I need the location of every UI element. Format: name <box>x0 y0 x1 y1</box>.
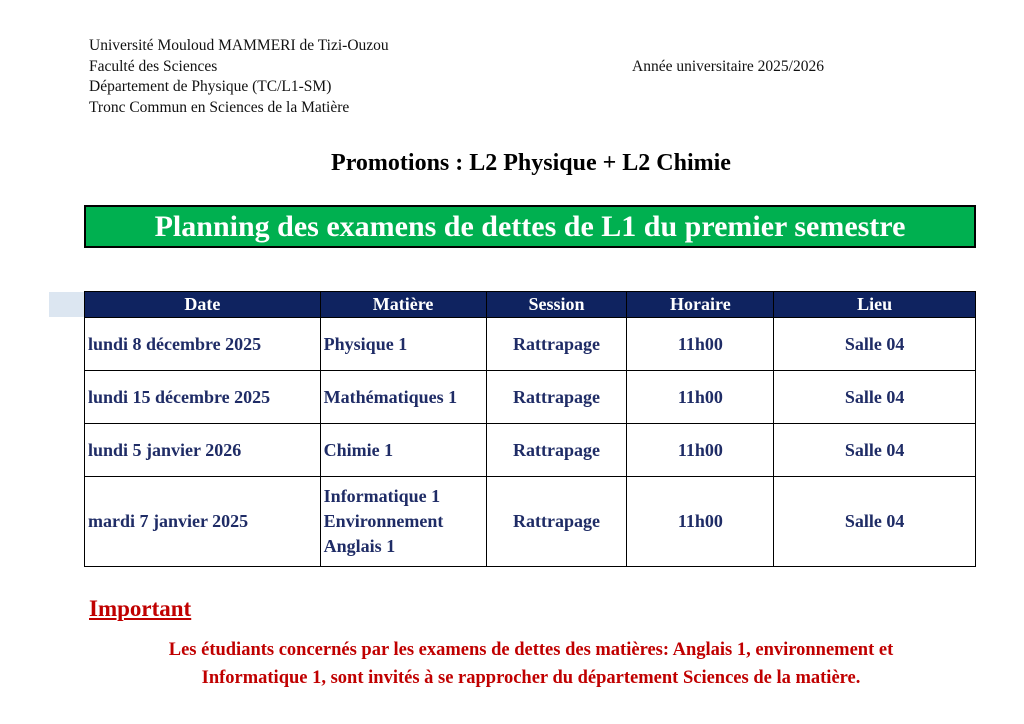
session-cell: Rattrapage <box>485 370 628 424</box>
promotions-title: Promotions : L2 Physique + L2 Chimie <box>331 150 731 176</box>
subject: Informatique 1 <box>323 486 441 506</box>
table-row: lundi 5 janvier 2026 Chimie 1 Rattrapage… <box>84 423 976 477</box>
date-cell: lundi 5 janvier 2026 <box>84 423 321 477</box>
lieu-cell: Salle 04 <box>773 423 976 477</box>
subject: Chimie 1 <box>323 439 394 460</box>
horaire-cell: 11h00 <box>626 423 775 477</box>
faculty-name: Faculté des Sciences <box>89 57 218 75</box>
academic-year: Année universitaire 2025/2026 <box>632 58 824 75</box>
table-row: lundi 15 décembre 2025 Mathématiques 1 R… <box>84 370 976 424</box>
lieu-cell: Salle 04 <box>773 317 976 371</box>
session-cell: Rattrapage <box>485 476 628 567</box>
planning-banner: Planning des examens de dettes de L1 du … <box>84 205 976 248</box>
matiere-cell: Informatique 1 Environnement Anglais 1 <box>319 476 487 567</box>
column-header-lieu: Lieu <box>773 291 976 318</box>
department-name: Département de Physique (TC/L1-SM) <box>89 78 332 95</box>
date-cell: mardi 7 janvier 2025 <box>84 476 321 567</box>
date-cell: lundi 8 décembre 2025 <box>84 317 321 371</box>
table-header-row: Date Matière Session Horaire Lieu <box>84 291 976 318</box>
notice-line: Les étudiants concernés par les examens … <box>168 640 894 660</box>
program-name: Tronc Commun en Sciences de la Matière <box>89 98 350 116</box>
session-cell: Rattrapage <box>485 317 628 371</box>
subject: Anglais 1 <box>323 536 396 556</box>
notice-line: Informatique 1, sont invités à se rappro… <box>201 668 861 688</box>
column-header-date: Date <box>84 291 321 318</box>
column-header-session: Session <box>485 291 628 318</box>
horaire-cell: 11h00 <box>626 370 775 424</box>
table-row: lundi 8 décembre 2025 Physique 1 Rattrap… <box>84 317 976 371</box>
matiere-cell: Chimie 1 <box>319 423 487 477</box>
university-name: Université Mouloud MAMMERI de Tizi-Ouzou <box>89 37 389 54</box>
important-notice: Les étudiants concernés par les examens … <box>0 636 1024 692</box>
subject: Mathématiques 1 <box>323 386 458 407</box>
table-row: mardi 7 janvier 2025 Informatique 1 Envi… <box>84 476 976 567</box>
session-cell: Rattrapage <box>485 423 628 477</box>
column-header-horaire: Horaire <box>626 291 775 318</box>
important-heading: Important <box>89 596 192 621</box>
horaire-cell: 11h00 <box>626 476 775 567</box>
subject: Environnement <box>323 511 444 531</box>
exam-schedule-table: Date Matière Session Horaire Lieu lundi … <box>84 291 976 567</box>
highlighted-cell <box>49 292 85 317</box>
matiere-cell: Physique 1 <box>319 317 487 371</box>
date-cell: lundi 15 décembre 2025 <box>84 370 321 424</box>
lieu-cell: Salle 04 <box>773 476 976 567</box>
subject: Physique 1 <box>323 333 408 354</box>
lieu-cell: Salle 04 <box>773 370 976 424</box>
matiere-cell: Mathématiques 1 <box>319 370 487 424</box>
column-header-matiere: Matière <box>319 291 487 318</box>
institution-header: Université Mouloud MAMMERI de Tizi-Ouzou… <box>89 36 389 118</box>
horaire-cell: 11h00 <box>626 317 775 371</box>
